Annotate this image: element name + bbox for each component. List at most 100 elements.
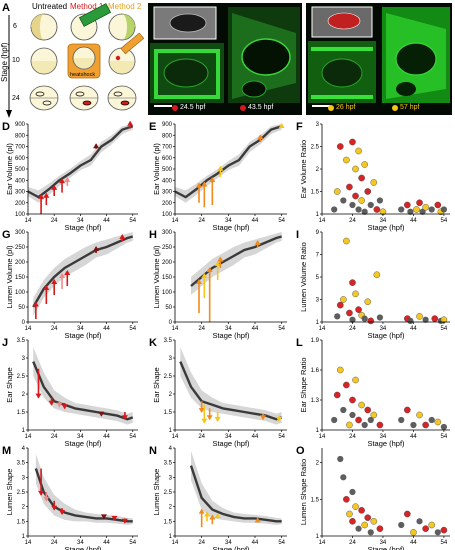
x-tick-label: 44 xyxy=(410,540,417,546)
y-tick-label: 300 xyxy=(162,190,173,196)
arrow-head xyxy=(64,177,71,182)
panel-letter-j: J xyxy=(2,337,8,349)
panel-letter-n: N xyxy=(149,445,157,457)
y-tick-label: 2 xyxy=(22,392,26,398)
y-tick-label: 1.9 xyxy=(311,338,320,344)
y-tick-label: 150 xyxy=(162,275,173,281)
y-axis-label: Lumen Volume Ratio xyxy=(299,242,308,312)
y-tick-label: 100 xyxy=(162,212,173,218)
scatter-point xyxy=(398,206,405,213)
arrow-head xyxy=(51,184,58,190)
chart-m: M 14 24 34 44 54 1 1.5 2 2.5 3 3.5 4 Stage (hpf) Lumen… xyxy=(2,445,138,550)
mean-line xyxy=(190,235,282,287)
scatter-point xyxy=(361,521,368,529)
panel-b-left-time: 24.5 hpf xyxy=(172,104,205,111)
data-arrow xyxy=(48,397,55,406)
y-tick-label: 600 xyxy=(162,156,173,162)
red-dot-icon xyxy=(240,104,246,111)
chart-e: E 14 24 34 44 54 100 200 300 400 500 600 700 800 900 St… xyxy=(149,121,287,232)
x-tick-label: 24 xyxy=(51,326,58,332)
x-tick-label: 54 xyxy=(129,218,136,224)
y-tick-label: 1.5 xyxy=(164,519,173,525)
scatter-point xyxy=(333,188,341,195)
scatter-point xyxy=(346,510,353,518)
data-arrow xyxy=(121,412,128,421)
scatter-point xyxy=(364,406,372,414)
y-tick-label: 1 xyxy=(169,428,173,434)
y-tick-label: 1.5 xyxy=(311,497,320,503)
arrow-head xyxy=(43,496,50,502)
x-tick-label: 14 xyxy=(25,326,32,332)
y-tick-label: 2.5 xyxy=(17,490,26,496)
data-arrow xyxy=(254,240,261,247)
scatter-point xyxy=(352,376,359,384)
scatter-point xyxy=(337,455,344,463)
embryo-method2-10 xyxy=(108,32,145,75)
mean-line xyxy=(27,125,134,199)
y-tick-label: 100 xyxy=(162,290,173,296)
data-arrow xyxy=(61,403,68,410)
panel-letter-h: H xyxy=(149,229,157,241)
y-tick-label: 1 xyxy=(22,428,26,434)
scatter-point xyxy=(398,521,405,529)
scatter-point xyxy=(419,208,426,215)
arrow-head xyxy=(38,193,45,199)
x-tick-label: 24 xyxy=(51,218,58,224)
arrow-head xyxy=(59,510,66,515)
x-tick-label: 24 xyxy=(349,218,356,224)
x-tick-label: 54 xyxy=(278,218,285,224)
y-tick-label: 2.5 xyxy=(17,374,26,380)
mean-line xyxy=(189,465,282,523)
confidence-band xyxy=(191,450,282,525)
y-tick-label: 3 xyxy=(22,475,26,481)
data-arrow xyxy=(206,267,213,322)
scatter-point xyxy=(407,317,414,324)
y-tick-label: 200 xyxy=(15,260,26,266)
arrow-head xyxy=(111,515,118,521)
yellow-dot-icon xyxy=(328,104,334,111)
panel-letter-d: D xyxy=(2,121,10,133)
x-tick-label: 54 xyxy=(278,434,285,440)
x-axis-label: Stage (hpf) xyxy=(64,439,102,448)
arrow-head xyxy=(38,490,45,496)
mean-line xyxy=(32,361,134,421)
data-arrow xyxy=(38,468,45,496)
y-tick-label: 2 xyxy=(22,505,26,511)
y-tick-label: 1 xyxy=(169,534,173,540)
x-tick-label: 14 xyxy=(319,540,326,546)
x-tick-label: 14 xyxy=(172,434,179,440)
confidence-band xyxy=(35,453,133,525)
data-arrow xyxy=(260,413,266,421)
scatter-point xyxy=(349,138,356,146)
scatter-point xyxy=(343,156,350,164)
arrow-head xyxy=(254,517,261,523)
data-arrow xyxy=(257,134,264,142)
mean-line xyxy=(32,235,134,308)
data-arrow xyxy=(51,184,58,196)
panel-b-micrograph: 24.5 hpf 43.5 hpf xyxy=(148,3,302,115)
y-tick-label: 250 xyxy=(15,245,26,251)
x-tick-label: 24 xyxy=(198,540,205,546)
x-tick-label: 44 xyxy=(252,326,259,332)
y-tick-label: 4 xyxy=(22,446,26,452)
panel-a-diagram: Untreated Method 1 Method 2 Stage (hpf) … xyxy=(0,2,145,118)
yellow-dot-icon xyxy=(392,104,398,111)
scatter-point xyxy=(440,206,448,213)
arrow-head xyxy=(204,511,210,517)
scatter-point xyxy=(340,474,347,481)
scatter-point xyxy=(336,301,344,309)
data-arrow xyxy=(121,518,128,524)
y-tick-label: 2 xyxy=(316,461,320,467)
panel-letter-m: M xyxy=(2,445,11,457)
y-axis-label: Lumen Shape xyxy=(5,469,14,516)
data-arrow xyxy=(56,401,63,408)
data-arrow xyxy=(51,279,58,295)
panel-letter-l: L xyxy=(296,337,303,349)
data-arrow xyxy=(111,515,118,521)
data-arrow xyxy=(127,120,134,129)
x-tick-label: 14 xyxy=(172,326,179,332)
y-tick-label: 300 xyxy=(162,230,173,236)
x-tick-label: 24 xyxy=(51,434,58,440)
scatter-point xyxy=(440,526,448,534)
data-arrow xyxy=(206,408,213,421)
